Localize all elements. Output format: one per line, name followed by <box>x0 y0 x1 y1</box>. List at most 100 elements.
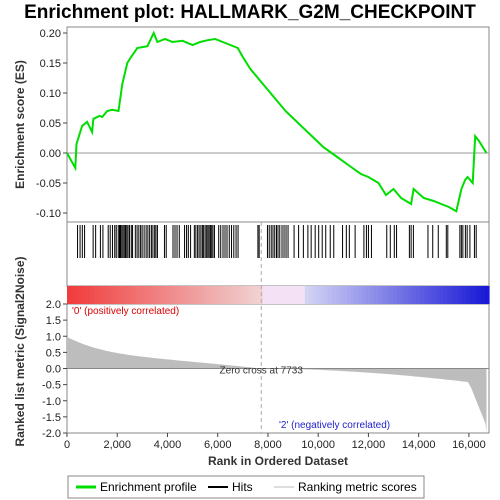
rank-color-segment <box>105 286 110 304</box>
metric-y-tick-label: 0.5 <box>46 347 61 359</box>
rank-color-segment <box>404 286 410 304</box>
rank-color-segment <box>289 286 294 304</box>
rank-color-segment <box>139 286 145 304</box>
metric-y-tick-label: 0.0 <box>46 364 61 376</box>
x-tick-label: 2,000 <box>103 439 131 451</box>
rank-color-segment <box>93 286 99 304</box>
rank-color-segment <box>358 286 363 304</box>
rank-color-segment <box>247 286 252 304</box>
legend-label: Enrichment profile <box>100 480 197 494</box>
ranking-metric-area <box>67 336 487 433</box>
rank-color-segment <box>327 286 333 304</box>
rank-color-segment <box>278 286 283 304</box>
rank-color-segment <box>251 286 256 304</box>
rank-color-segment <box>377 286 383 304</box>
rank-color-segment <box>454 286 459 304</box>
rank-color-segment <box>124 286 129 304</box>
rank-color-segment <box>82 286 87 304</box>
rank-color-segment <box>335 286 340 304</box>
rank-color-segment <box>120 286 126 304</box>
es-y-tick-label: 0.10 <box>40 88 61 100</box>
rank-color-segment <box>462 286 467 304</box>
rank-color-segment <box>435 286 440 304</box>
es-y-tick-label: -0.10 <box>36 208 61 220</box>
x-tick-label: 4,000 <box>154 439 182 451</box>
rank-color-segment <box>469 286 475 304</box>
rank-color-segment <box>212 286 218 304</box>
rank-color-segment <box>281 286 287 304</box>
rank-color-segment <box>243 286 248 304</box>
rank-color-segment <box>354 286 360 304</box>
rank-color-segment <box>293 286 298 304</box>
rank-color-segment <box>304 286 310 304</box>
rank-color-segment <box>109 286 114 304</box>
x-tick-label: 16,000 <box>452 439 486 451</box>
rank-color-segment <box>220 286 225 304</box>
rank-color-segment <box>147 286 152 304</box>
rank-color-segment <box>362 286 367 304</box>
rank-color-segment <box>74 286 80 304</box>
rank-color-segment <box>446 286 452 304</box>
rank-color-segment <box>182 286 187 304</box>
rank-color-segment <box>450 286 456 304</box>
rank-color-segment <box>201 286 206 304</box>
rank-color-segment <box>347 286 352 304</box>
rank-color-segment <box>473 286 479 304</box>
rank-color-segment <box>301 286 306 304</box>
rank-color-segment <box>481 286 486 304</box>
rank-color-segment <box>143 286 149 304</box>
rank-color-segment <box>162 286 168 304</box>
rank-color-segment <box>416 286 421 304</box>
rank-color-segment <box>136 286 141 304</box>
rank-color-segment <box>178 286 183 304</box>
x-axis-title: Rank in Ordered Dataset <box>208 454 348 468</box>
rank-color-segment <box>235 286 241 304</box>
es-y-tick-label: 0.15 <box>40 58 61 70</box>
x-tick-label: 0 <box>64 439 70 451</box>
rank-color-segment <box>101 286 106 304</box>
rank-color-segment <box>419 286 425 304</box>
es-y-tick-label: 0.20 <box>40 28 61 40</box>
rank-color-segment <box>439 286 444 304</box>
rank-color-segment <box>412 286 417 304</box>
rank-color-segment <box>132 286 137 304</box>
rank-color-segment <box>442 286 448 304</box>
rank-color-segment <box>185 286 191 304</box>
legend-label: Ranking metric scores <box>298 480 417 494</box>
x-tick-label: 12,000 <box>352 439 386 451</box>
rank-color-segment <box>385 286 390 304</box>
rank-color-segment <box>216 286 222 304</box>
rank-color-segment <box>266 286 271 304</box>
metric-y-tick-label: 2.0 <box>46 299 61 311</box>
rank-color-segment <box>320 286 325 304</box>
rank-color-segment <box>400 286 406 304</box>
rank-color-segment <box>477 286 482 304</box>
rank-color-segment <box>116 286 122 304</box>
metric-y-tick-label: -1.0 <box>42 396 61 408</box>
rank-color-segment <box>370 286 375 304</box>
rank-color-segment <box>228 286 233 304</box>
rank-color-segment <box>97 286 103 304</box>
rank-color-segment <box>381 286 387 304</box>
metric-y-tick-label: -2.0 <box>42 428 61 440</box>
rank-color-segment <box>78 286 83 304</box>
rank-color-segment <box>297 286 302 304</box>
es-y-tick-label: 0.05 <box>40 118 61 130</box>
es-y-tick-label: -0.05 <box>36 178 61 190</box>
metric-y-axis-title: Ranked list metric (Signal2Noise) <box>13 256 27 446</box>
rank-color-segment <box>431 286 436 304</box>
rank-color-segment <box>189 286 195 304</box>
rank-color-segment <box>231 286 237 304</box>
rank-color-segment <box>170 286 176 304</box>
rank-color-segment <box>270 286 275 304</box>
rank-color-segment <box>166 286 172 304</box>
rank-color-segment <box>155 286 160 304</box>
rank-color-segment <box>67 286 72 304</box>
rank-color-segment <box>393 286 398 304</box>
rank-color-segment <box>208 286 214 304</box>
rank-color-segment <box>324 286 329 304</box>
es-panel-frame <box>66 26 490 223</box>
rank-color-segment <box>90 286 95 304</box>
